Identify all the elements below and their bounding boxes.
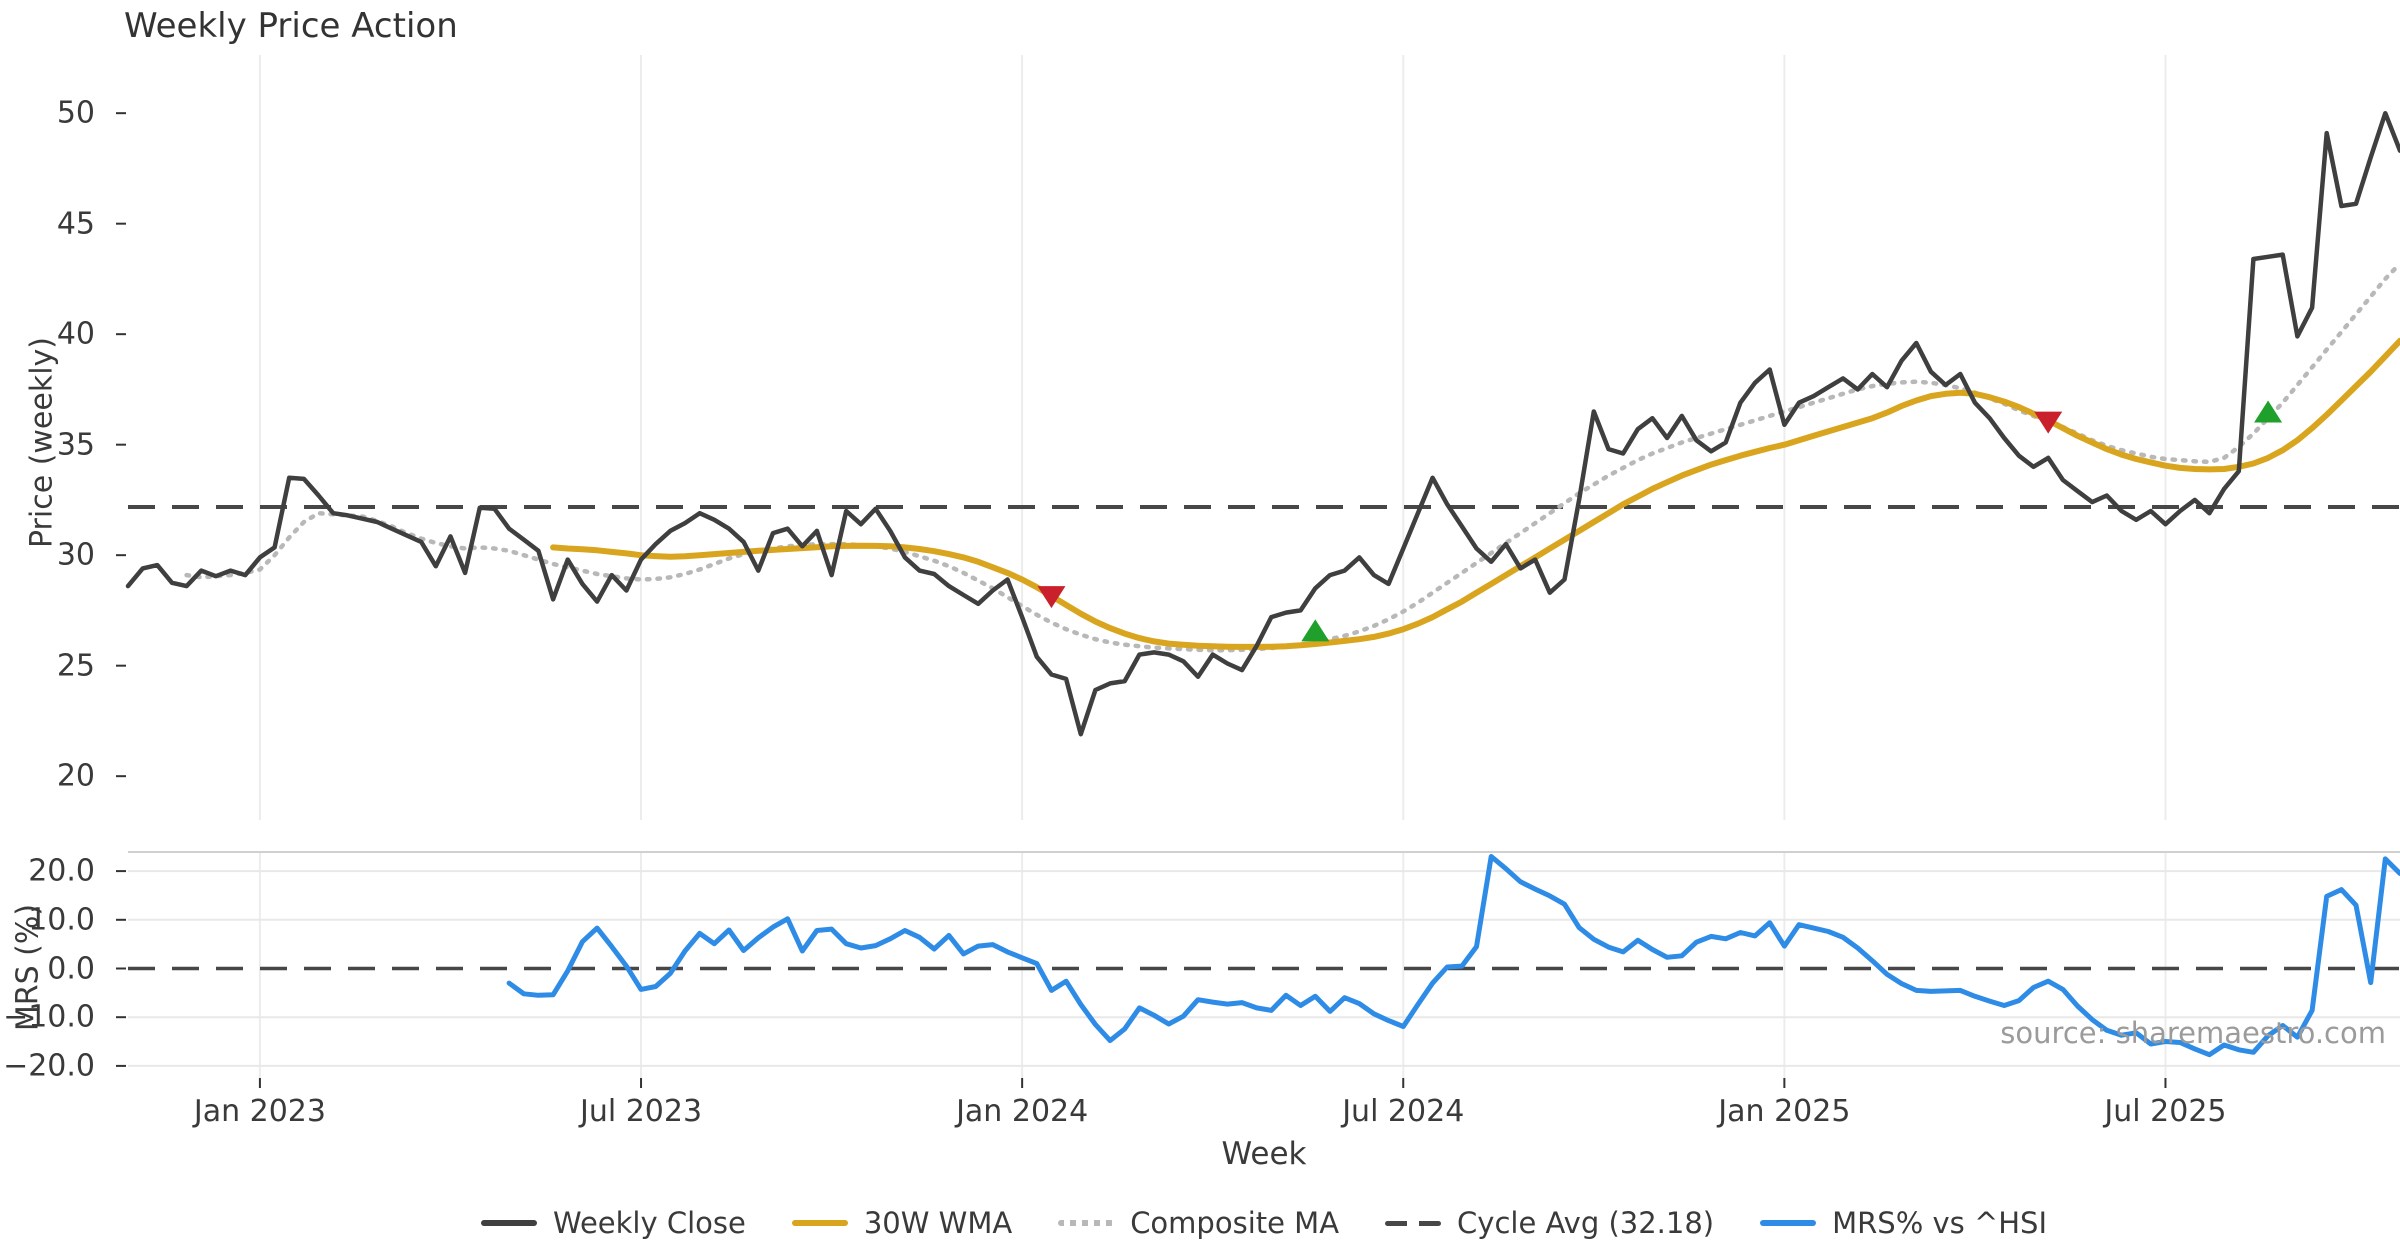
mrs-y-tick-label: −10.0 (3, 999, 95, 1035)
x-tick-label: Jul 2023 (579, 1094, 703, 1129)
legend-swatch-icon (480, 1220, 537, 1226)
legend-item: Weekly Close (480, 1206, 746, 1240)
legend-item: Composite MA (1058, 1206, 1339, 1240)
legend-label: MRS% vs ^HSI (1832, 1206, 2048, 1240)
legend-swatch-icon (791, 1220, 848, 1226)
source-watermark: source: sharemaestro.com (2000, 1016, 2386, 1050)
x-tick-label: Jul 2025 (2104, 1094, 2227, 1129)
legend-swatch-icon (1760, 1220, 1817, 1226)
mrs-line (506, 854, 2400, 1058)
legend-label: Composite MA (1130, 1206, 1340, 1240)
x-tick-label: Jul 2024 (1342, 1094, 1465, 1129)
x-tick-label: Jan 2025 (1718, 1094, 1851, 1129)
legend-label: Weekly Close (552, 1206, 746, 1240)
weekly-close-line (125, 110, 2400, 737)
mrs-y-tick-label: −20.0 (3, 1048, 95, 1084)
mrs-y-tick-label: 0.0 (47, 951, 95, 986)
sell-signal-marker (2034, 411, 2063, 434)
mrs-y-tick-label: 10.0 (28, 902, 95, 938)
price-y-tick-label: 50 (56, 95, 95, 131)
legend-swatch-icon (1058, 1220, 1115, 1226)
price-y-tick-label: 35 (56, 427, 95, 463)
price-y-tick-label: 45 (56, 206, 95, 242)
x-tick-label: Jan 2023 (193, 1094, 326, 1129)
buy-signal-marker (1301, 619, 1330, 642)
chart-title: Weekly Price Action (124, 6, 458, 46)
legend-label: Cycle Avg (32.18) (1457, 1206, 1715, 1240)
buy-signal-marker (2254, 400, 2283, 423)
price-y-tick-label: 40 (56, 316, 95, 352)
sell-signal-marker (1037, 586, 1066, 609)
wma-line (550, 337, 2400, 650)
legend-item: MRS% vs ^HSI (1760, 1206, 2047, 1240)
legend-label: 30W WMA (863, 1206, 1013, 1240)
mrs-y-tick-label: 20.0 (28, 853, 95, 889)
legend-item: Cycle Avg (32.18) (1385, 1206, 1714, 1240)
price-y-tick-label: 30 (56, 537, 95, 573)
legend: Weekly Close 30W WMA Composite MA Cycle Avg… (128, 1206, 2400, 1240)
x-tick-label: Jan 2024 (956, 1094, 1089, 1129)
x-axis-title: Week (1221, 1136, 1307, 1172)
composite-ma-line (184, 261, 2400, 653)
legend-swatch-icon (1385, 1220, 1442, 1226)
price-y-tick-label: 20 (56, 758, 95, 794)
legend-item: 30W WMA (791, 1206, 1013, 1240)
price-y-tick-label: 25 (56, 648, 95, 684)
